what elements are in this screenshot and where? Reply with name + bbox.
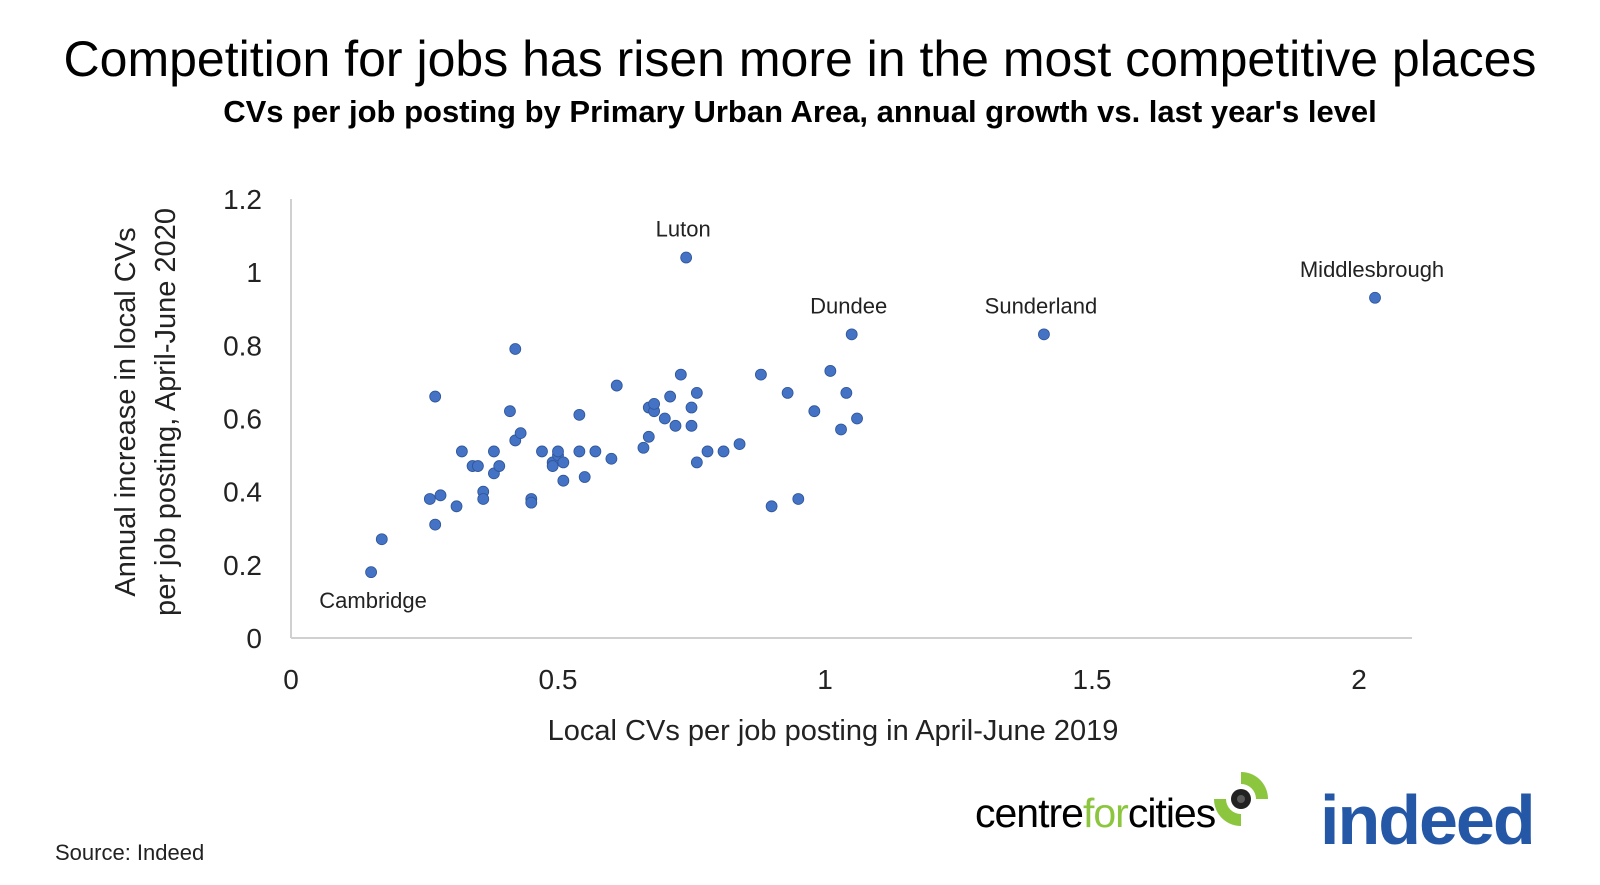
data-point: [488, 445, 500, 458]
point-label: Sunderland: [985, 293, 1098, 318]
data-point: [493, 460, 506, 472]
cfc-swirl-icon: [1214, 772, 1268, 826]
y-tick-label: 0.2: [223, 550, 262, 581]
data-point: [642, 430, 655, 443]
data-point: [658, 412, 671, 425]
data-point: [429, 390, 442, 403]
data-point: [375, 533, 388, 546]
centre-for-cities-logo: centreforcities: [975, 772, 1268, 837]
data-point: [573, 408, 586, 421]
data-point: [680, 251, 693, 264]
chart-subtitle: CVs per job posting by Primary Urban Are…: [223, 94, 1377, 129]
data-point: [546, 460, 559, 472]
y-tick-labels: 0 0.2 0.4 0.6 0.8 1 1.2: [223, 184, 262, 654]
data-point: [824, 365, 837, 377]
data-point: [455, 445, 468, 458]
data-point: [509, 343, 522, 355]
data-point: [504, 405, 516, 418]
x-tick-label: 1: [817, 664, 833, 695]
y-tick-label: 0.8: [223, 330, 262, 361]
x-tick-label: 0: [283, 664, 299, 695]
data-point: [701, 445, 714, 458]
cfc-word-cities: cities: [1127, 790, 1216, 836]
point-label: Cambridge: [319, 588, 427, 613]
data-point: [605, 452, 618, 465]
data-point: [835, 423, 847, 436]
data-point: [552, 445, 564, 458]
data-point: [685, 401, 698, 414]
data-point: [664, 390, 677, 403]
source-note: Source: Indeed: [55, 840, 205, 865]
data-point: [450, 500, 463, 513]
data-point: [434, 489, 447, 502]
data-point: [1038, 328, 1050, 341]
data-point: [851, 412, 863, 425]
data-point: [755, 368, 767, 381]
data-point: [1369, 291, 1381, 304]
cfc-word-centre: centre: [975, 790, 1084, 836]
data-point: [690, 386, 703, 399]
x-axis-title: Local CVs per job posting in April-June …: [548, 715, 1119, 747]
data-point: [477, 493, 490, 505]
x-tick-label: 0.5: [539, 664, 578, 695]
data-point: [781, 386, 794, 399]
data-point: [685, 419, 698, 432]
data-point: [429, 518, 442, 531]
data-point: [808, 405, 821, 418]
data-point: [589, 445, 602, 458]
data-point: [471, 460, 484, 472]
y-tick-label: 0.4: [223, 477, 262, 508]
data-point: [573, 445, 586, 458]
indeed-logo: indeed: [1320, 781, 1536, 859]
chart-title: Competition for jobs has risen more in t…: [63, 31, 1537, 87]
data-point: [514, 427, 527, 440]
data-point: [845, 328, 858, 341]
data-point: [669, 419, 682, 432]
data-point: [578, 471, 591, 483]
data-point: [365, 566, 378, 579]
y-tick-label: 1.2: [223, 184, 262, 215]
point-label: Middlesbrough: [1300, 257, 1444, 282]
data-point: [690, 456, 703, 469]
data-points: [365, 251, 1381, 579]
data-point: [674, 368, 687, 381]
data-point: [840, 386, 853, 399]
y-tick-label: 1: [246, 257, 262, 288]
point-label: Luton: [656, 217, 711, 242]
y-tick-label: 0.6: [223, 404, 262, 435]
data-point: [765, 500, 778, 513]
data-point: [557, 474, 570, 487]
point-label: Dundee: [810, 293, 887, 318]
y-axis-title-line-2: per job posting, April-June 2020: [150, 208, 182, 616]
data-point: [733, 438, 746, 451]
data-point: [717, 445, 730, 458]
x-tick-label: 2: [1351, 664, 1367, 695]
y-axis-title-line-1: Annual increase in local CVs: [110, 227, 142, 596]
data-point: [610, 379, 623, 392]
data-point: [557, 456, 570, 469]
axes: [290, 199, 1412, 639]
data-point: [536, 445, 548, 458]
data-point: [525, 496, 538, 509]
data-point: [423, 493, 436, 505]
y-tick-label: 0: [246, 623, 262, 654]
data-point: [648, 397, 661, 410]
data-point: [637, 441, 650, 454]
point-labels: Cambridge Luton Dundee Sunderland Middlesbro…: [319, 217, 1444, 614]
data-point: [792, 493, 805, 505]
cfc-wordmark: centreforcities: [975, 790, 1216, 836]
x-tick-label: 1.5: [1073, 664, 1112, 695]
cfc-word-for: for: [1082, 790, 1129, 836]
x-tick-labels: 0 0.5 1 1.5 2: [283, 664, 1367, 695]
